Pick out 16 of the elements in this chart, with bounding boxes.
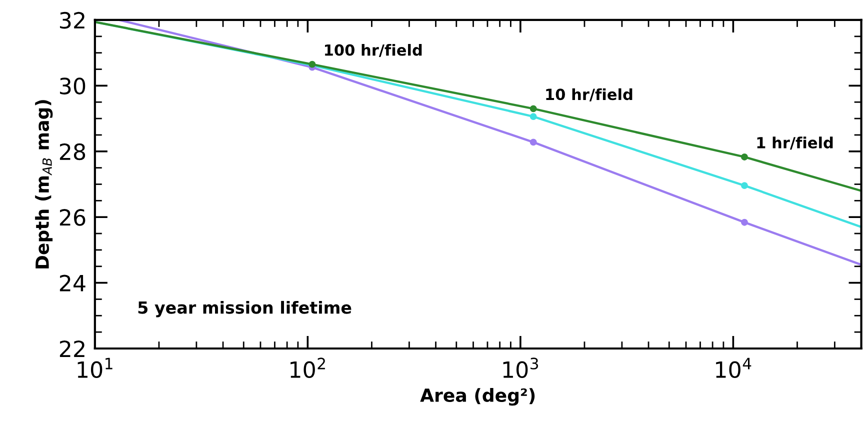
x-axis-title: Area (deg²) — [420, 388, 535, 406]
y-axis-title: Depth (m$_{AB}$ mag) — [35, 100, 53, 268]
annotation: 5 year mission lifetime — [138, 300, 352, 318]
y-tick-label: 26 — [60, 209, 86, 226]
y-tick-label: 22 — [60, 340, 84, 357]
annotation: 10 hr/field — [546, 88, 632, 102]
x-tick-label: 10$^{1}$ — [78, 358, 112, 378]
annotation: 1 hr/field — [757, 136, 833, 150]
x-tick-label: 10$^{2}$ — [290, 358, 325, 378]
x-tick-label: 10$^{3}$ — [503, 358, 538, 378]
y-tick-label: 24 — [60, 274, 86, 292]
x-tick-label: 10$^{4}$ — [716, 358, 752, 378]
annotation: 100 hr/field — [325, 44, 422, 58]
y-tick-label: 30 — [60, 78, 86, 94]
y-tick-label: 32 — [60, 12, 84, 29]
y-tick-label: 28 — [60, 143, 86, 160]
